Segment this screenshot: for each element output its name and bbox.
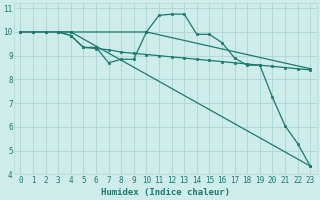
X-axis label: Humidex (Indice chaleur): Humidex (Indice chaleur) [101, 188, 230, 197]
